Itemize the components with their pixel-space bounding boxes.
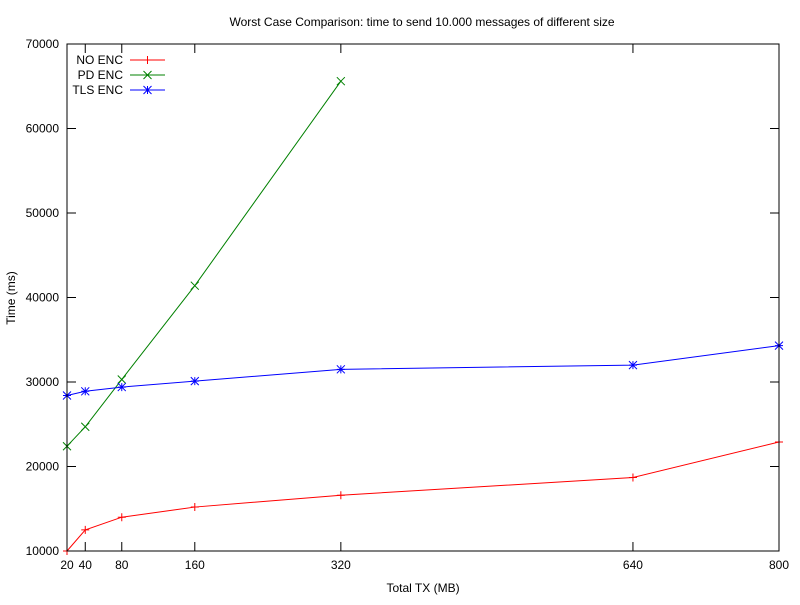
legend-entry: NO ENC [76, 53, 165, 67]
data-point-cross [80, 422, 90, 432]
data-point-cross [336, 76, 346, 86]
series-pd-enc [62, 76, 346, 451]
data-point-plus [336, 491, 345, 500]
legend-label: NO ENC [76, 53, 123, 67]
data-point-plus [81, 525, 90, 534]
y-tick-label: 10000 [26, 544, 60, 558]
x-tick-label: 320 [331, 558, 351, 572]
y-tick-label: 50000 [26, 206, 60, 220]
legend-entry: PD ENC [78, 68, 165, 82]
series-no-enc [63, 437, 783, 555]
x-tick-label: 40 [79, 558, 93, 572]
series-tls-enc [62, 341, 784, 400]
data-point-star [80, 386, 90, 396]
x-tick-label: 20 [60, 558, 74, 572]
y-tick-label: 70000 [26, 37, 60, 51]
plot-border [66, 43, 780, 552]
series-line [66, 345, 780, 397]
data-point-plus [628, 473, 637, 482]
series-line [66, 80, 342, 447]
legend-entry: TLS ENC [72, 83, 165, 97]
y-tick-label: 60000 [26, 122, 60, 136]
x-axis-label: Total TX (MB) [386, 581, 459, 595]
legend-label: TLS ENC [72, 83, 123, 97]
data-point-plus [190, 503, 199, 512]
y-tick-label: 40000 [26, 291, 60, 305]
data-point-star [190, 376, 200, 386]
data-point-star [117, 382, 127, 392]
y-axis-label: Time (ms) [4, 271, 18, 325]
data-point-cross [117, 375, 127, 384]
legend-label: PD ENC [78, 68, 124, 82]
data-point-cross [143, 70, 152, 80]
data-point-star [336, 364, 346, 374]
data-point-star [143, 85, 152, 95]
series-line [66, 441, 780, 552]
data-point-star [628, 360, 638, 370]
x-tick-label: 80 [115, 558, 129, 572]
x-tick-label: 160 [185, 558, 205, 572]
x-tick-label: 640 [623, 558, 643, 572]
chart-title: Worst Case Comparison: time to send 10.0… [229, 15, 614, 29]
data-point-cross [190, 281, 200, 291]
x-tick-label: 800 [769, 558, 789, 572]
data-point-plus [117, 513, 126, 522]
y-tick-label: 20000 [26, 460, 60, 474]
y-tick-label: 30000 [26, 375, 60, 389]
data-point-plus [143, 56, 152, 64]
